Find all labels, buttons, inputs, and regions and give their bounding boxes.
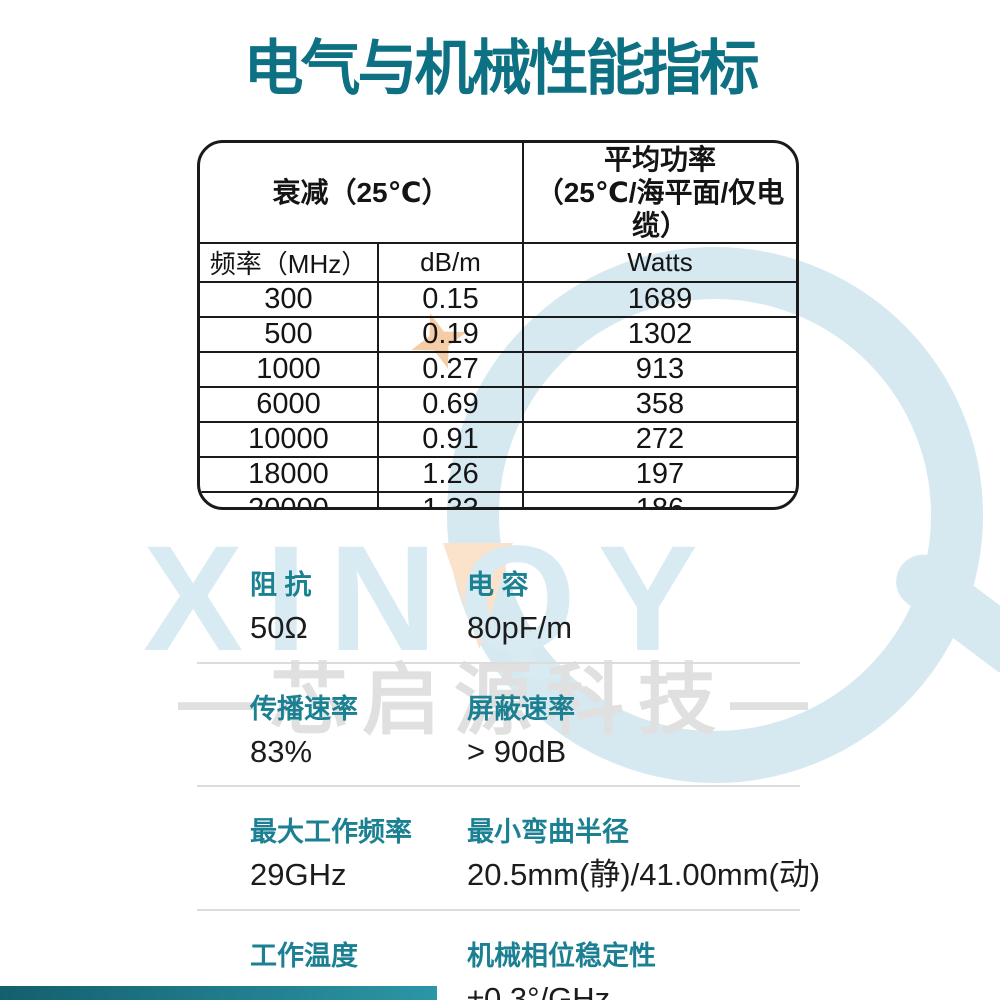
spec-value: 83%	[250, 733, 313, 769]
col-header-db: dB/m	[378, 243, 524, 283]
table-row: 6000 0.69 358	[200, 387, 796, 423]
spec-item: 屏蔽速率 > 90dB	[467, 694, 800, 770]
spec-section-temperature-phase: 工作温度 -55~+165℃ 机械相位稳定性 ±0.3°/GHz	[197, 911, 800, 1000]
brand-letters-watermark: XINQY	[143, 514, 720, 682]
spec-section-velocity-shielding: 传播速率 83% 屏蔽速率 > 90dB	[197, 664, 800, 788]
avg-power-header: 平均功率 （25℃/海平面/仅电缆）	[523, 143, 796, 244]
freq-cell: 20000	[200, 492, 379, 507]
spec-value: 20.5mm(静)/41.00mm(动)	[467, 857, 821, 893]
col-header-watts: Watts	[523, 243, 796, 283]
spec-item: 机械相位稳定性 ±0.3°/GHz	[467, 941, 800, 1000]
spec-label: 传播速率	[250, 693, 358, 724]
db-cell: 0.91	[378, 422, 524, 458]
freq-cell: 300	[200, 282, 379, 318]
spec-item: 最小弯曲半径 20.5mm(静)/41.00mm(动)	[467, 817, 820, 893]
attenuation-power-table: 衰减（25℃） 平均功率 （25℃/海平面/仅电缆） 频率（MHz） dB/m …	[197, 140, 799, 510]
footer-accent-bar	[0, 986, 437, 1000]
page-title: 电气与机械性能指标	[243, 35, 760, 102]
freq-cell: 10000	[200, 422, 379, 458]
avg-power-line1: 平均功率	[603, 144, 716, 175]
table-row: 20000 1.33 186	[200, 492, 796, 507]
watts-cell: 1689	[523, 282, 796, 318]
spec-item: 电 容 80pF/m	[467, 570, 800, 646]
spec-value: > 90dB	[467, 733, 567, 769]
spec-label: 屏蔽速率	[467, 693, 575, 724]
db-cell: 0.27	[378, 352, 524, 388]
spec-label: 阻 抗	[250, 570, 312, 600]
spec-section-frequency-bend: 最大工作频率 29GHz 最小弯曲半径 20.5mm(静)/41.00mm(动)	[197, 787, 820, 912]
spec-label: 机械相位稳定性	[467, 941, 656, 972]
db-cell: 0.19	[378, 317, 524, 353]
table-header-row-groups: 衰减（25℃） 平均功率 （25℃/海平面/仅电缆）	[200, 143, 796, 244]
table-row: 1000 0.27 913	[200, 352, 796, 388]
freq-cell: 18000	[200, 457, 379, 493]
spec-value: ±0.3°/GHz	[467, 981, 611, 1000]
freq-cell: 6000	[200, 387, 379, 423]
spec-label: 最大工作频率	[250, 817, 412, 848]
db-cell: 0.69	[378, 387, 524, 423]
spec-section-impedance-capacitance: 阻 抗 50Ω 电 容 80pF/m	[197, 510, 800, 664]
table-row: 300 0.15 1689	[200, 282, 796, 318]
spec-value: 80pF/m	[467, 610, 573, 646]
table-row: 500 0.19 1302	[200, 317, 796, 353]
watts-cell: 1302	[523, 317, 796, 353]
watts-cell: 186	[523, 492, 796, 507]
spec-item: 最大工作频率 29GHz	[250, 817, 467, 893]
spec-value: 50Ω	[250, 610, 308, 646]
spec-label: 电 容	[467, 570, 529, 600]
freq-cell: 1000	[200, 352, 379, 388]
avg-power-line2: （25℃/海平面/仅电缆）	[535, 177, 785, 241]
spec-value: 29GHz	[250, 857, 347, 893]
spec-item: 阻 抗 50Ω	[250, 570, 467, 646]
watts-cell: 272	[523, 422, 796, 458]
db-cell: 1.26	[378, 457, 524, 493]
db-cell: 0.15	[378, 282, 524, 318]
spec-label: 最小弯曲半径	[467, 817, 629, 848]
spec-item: 传播速率 83%	[250, 694, 467, 770]
watts-cell: 197	[523, 457, 796, 493]
table-header-row-columns: 频率（MHz） dB/m Watts	[200, 243, 796, 283]
col-header-frequency: 频率（MHz）	[200, 243, 379, 283]
table-row: 10000 0.91 272	[200, 422, 796, 458]
company-name-watermark: —芯启源科技—	[177, 656, 822, 744]
freq-cell: 500	[200, 317, 379, 353]
watts-cell: 358	[523, 387, 796, 423]
db-cell: 1.33	[378, 492, 524, 507]
spec-list: 阻 抗 50Ω 电 容 80pF/m 传播速率 83% 屏蔽速率 > 90dB	[197, 510, 820, 1000]
spec-label: 工作温度	[250, 941, 358, 972]
table-row: 18000 1.26 197	[200, 457, 796, 493]
watts-cell: 913	[523, 352, 796, 388]
attenuation-header: 衰减（25℃）	[200, 143, 524, 244]
